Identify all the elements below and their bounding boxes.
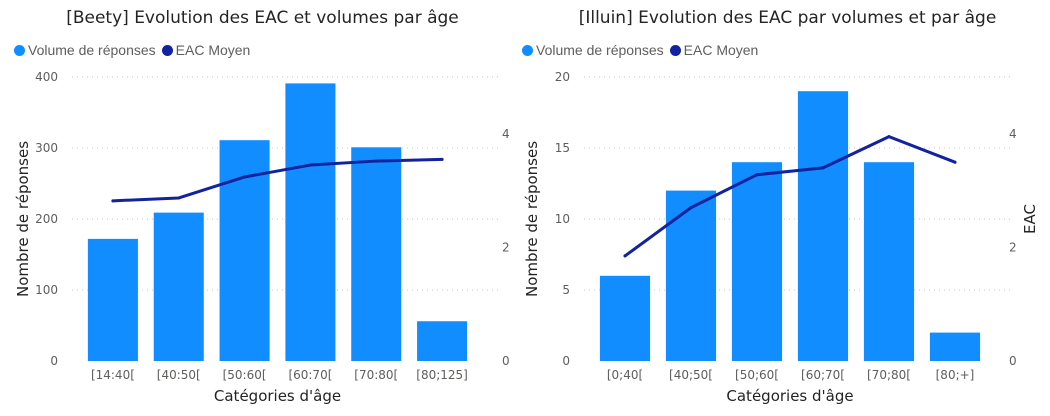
bar	[417, 321, 468, 361]
y-axis-title: Nombre de réponses	[14, 141, 32, 297]
bar	[863, 162, 915, 361]
bar	[153, 212, 204, 361]
x-tick-label: [0;40[	[607, 368, 643, 382]
y-tick-label: 200	[35, 212, 58, 226]
x-tick-label: [60;70[	[801, 368, 845, 382]
eac-point	[243, 175, 247, 179]
x-axis-title: Catégories d'âge	[214, 387, 341, 405]
chart-legend: Volume de réponses EAC Moyen	[522, 42, 764, 58]
bar	[87, 238, 138, 361]
y-tick-label: 10	[555, 212, 570, 226]
chart-panel-illuin: [Illuin] Evolution des EAC par volumes e…	[522, 0, 1050, 416]
bar	[731, 162, 783, 361]
y2-tick-label: 4	[502, 127, 510, 141]
legend-swatch-eac	[161, 44, 173, 56]
legend-swatch-volume	[522, 44, 533, 56]
x-tick-label: [14:40[	[91, 368, 135, 382]
y-tick-label: 300	[35, 141, 58, 155]
y2-axis-title: EAC	[1021, 204, 1039, 234]
x-tick-label: [60:70[	[288, 368, 332, 382]
x-tick-label: [70:80[	[354, 368, 398, 382]
y-axis-title: Nombre de réponses	[523, 141, 541, 297]
y-tick-label: 20	[555, 70, 570, 84]
legend-item-volume[interactable]: Volume de réponses	[14, 42, 156, 58]
chart-title: [Beety] Evolution des EAC et volumes par…	[66, 8, 459, 28]
y-tick-label: 15	[555, 141, 570, 155]
legend-label-volume: Volume de réponses	[536, 42, 664, 58]
eac-point	[689, 206, 693, 210]
eac-line	[623, 135, 957, 258]
x-tick-label: [40:50[	[157, 368, 201, 382]
chart-title: [Illuin] Evolution des EAC par volumes e…	[578, 8, 997, 28]
y2-tick-label: 2	[1009, 240, 1017, 254]
eac-point	[440, 157, 444, 161]
y-tick-label: 0	[50, 354, 58, 368]
y-tick-label: 0	[562, 354, 570, 368]
chart-plot-beety: 0 100 200 300 400 0 2 4 [14:40[ [40:50[ [50:60[ [60…	[14, 70, 510, 405]
legend-label-eac: EAC Moyen	[175, 42, 251, 58]
legend-label-eac: EAC Moyen	[683, 42, 759, 58]
bar	[797, 91, 849, 361]
x-axis-title: Catégories d'âge	[726, 387, 853, 405]
x-tick-label: [50;60[	[735, 368, 779, 382]
legend-swatch-eac	[669, 44, 681, 56]
x-tick-label: [50:60[	[223, 368, 267, 382]
legend-item-eac[interactable]: EAC Moyen	[161, 42, 251, 58]
eac-point	[308, 163, 312, 167]
x-tick-label: [80;125]	[416, 368, 468, 382]
eac-point	[374, 159, 378, 163]
bar	[929, 332, 981, 361]
bar	[599, 275, 651, 361]
eac-point	[887, 135, 891, 139]
bar	[285, 83, 336, 361]
y2-tick-label: 0	[502, 354, 510, 368]
eac-point	[623, 254, 627, 258]
x-tick-label: [80;+]	[936, 368, 975, 382]
eac-point	[953, 160, 957, 164]
y-tick-label: 5	[562, 283, 570, 297]
y2-tick-label: 0	[1009, 354, 1017, 368]
x-tick-label: [40;50[	[669, 368, 713, 382]
legend-swatch-volume	[14, 44, 25, 56]
legend-item-eac[interactable]: EAC Moyen	[669, 42, 759, 58]
eac-point	[755, 173, 759, 177]
y2-tick-label: 2	[502, 240, 510, 254]
eac-point	[177, 196, 181, 200]
eac-point	[111, 199, 115, 203]
bar	[351, 147, 402, 361]
legend-item-volume[interactable]: Volume de réponses	[522, 42, 664, 58]
y2-tick-label: 4	[1009, 127, 1017, 141]
y-tick-label: 400	[35, 70, 58, 84]
x-tick-label: [70;80[	[867, 368, 911, 382]
legend-label-volume: Volume de réponses	[28, 42, 156, 58]
bar	[665, 190, 717, 361]
chart-panel-beety: [Beety] Evolution des EAC et volumes par…	[14, 8, 510, 405]
y-tick-label: 100	[35, 283, 58, 297]
eac-point	[821, 166, 825, 170]
chart-legend: Volume de réponses EAC Moyen	[14, 42, 256, 58]
chart-plot-illuin: 0 5 10 15 20 0 2 4 [0;40[ [40;50[ [50;60[ [60;70[ [7…	[523, 70, 1039, 405]
eac-line	[111, 157, 444, 203]
